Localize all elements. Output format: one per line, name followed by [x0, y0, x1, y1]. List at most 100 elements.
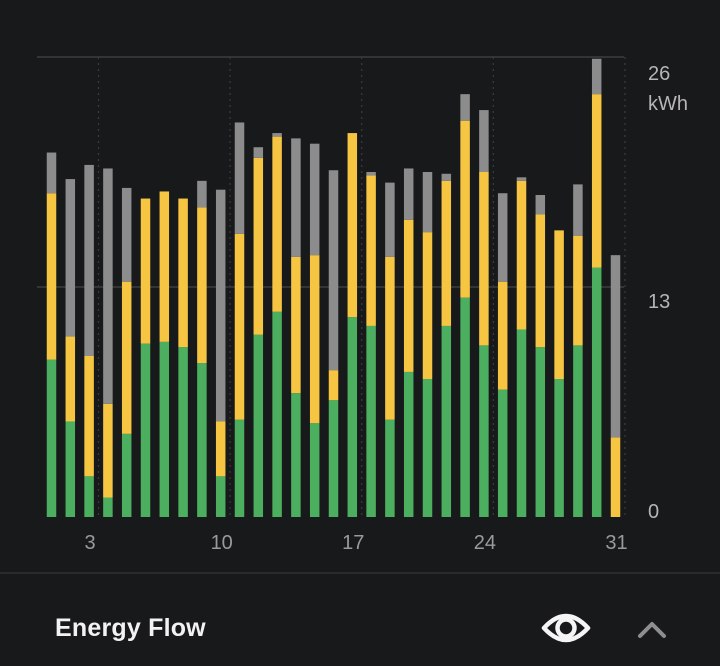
bar-segment-green [253, 334, 264, 517]
collapse-button[interactable] [630, 610, 674, 646]
bar-segment-gray [121, 187, 132, 282]
bar-segment-yellow [516, 180, 527, 330]
footer-bar: Energy Flow [0, 574, 720, 666]
bar-segment-yellow [140, 198, 151, 344]
bar-segment-gray [535, 195, 546, 215]
bar-segment-yellow [234, 233, 245, 420]
bar-segment-yellow [479, 172, 489, 346]
bar-segment-yellow [554, 230, 564, 379]
energy-chart-panel: 3 10 17 24 31 0 13 26 kWh [37, 56, 688, 554]
bar-segment-yellow [610, 437, 621, 517]
bar-segment-green [121, 433, 132, 517]
bar-segment-yellow [197, 207, 207, 364]
x-tick-label: 31 [605, 532, 627, 554]
bar-segment-gray [479, 110, 489, 172]
bar-segment-green [441, 325, 452, 517]
bar-segment-green [234, 419, 245, 517]
bar-segment-yellow [403, 219, 414, 372]
bar-segment-gray [65, 179, 76, 337]
bar-segment-gray [197, 180, 207, 208]
bar-segment-green [103, 497, 113, 517]
chevron-up-icon [638, 622, 666, 638]
bar-segment-green [46, 359, 57, 517]
bar-segment-green [159, 341, 170, 517]
bar-segment-yellow [441, 180, 452, 326]
bar-segment-green [272, 311, 282, 517]
bar-segment-yellow [103, 403, 113, 498]
bar-segment-green [65, 421, 76, 517]
bar-segment-gray [516, 177, 527, 181]
bar-segment-yellow [291, 256, 301, 394]
bar-segment-yellow [272, 136, 282, 312]
bar-segment-gray [591, 58, 602, 95]
x-tick-label: 10 [211, 532, 233, 554]
bar-segment-yellow [573, 235, 583, 346]
bar-segment-yellow [497, 281, 508, 390]
bar-segment-gray [573, 184, 583, 236]
bar-segment-green [215, 476, 226, 517]
bar-segment-green [403, 371, 414, 517]
bar-segment-gray [610, 255, 621, 438]
bar-segment-yellow [366, 175, 376, 326]
y-tick-label: 26 [648, 63, 670, 85]
bar-segment-yellow [121, 281, 132, 434]
bar-segment-green [497, 389, 508, 517]
bar-segment-gray [84, 164, 94, 356]
bar-segment-gray [403, 168, 414, 220]
bar-segment-yellow [65, 336, 76, 422]
bar-segment-green [460, 297, 470, 517]
bar-segment-yellow [159, 191, 170, 342]
bar-segment-yellow [460, 120, 470, 298]
bar-segment-green [591, 267, 602, 517]
x-tick-label: 17 [342, 532, 364, 554]
x-tick-label: 3 [85, 532, 96, 554]
bar-segment-green [140, 343, 151, 517]
bar-segment-yellow [309, 255, 320, 424]
bar-segment-green [347, 317, 358, 517]
bar-segment-yellow [215, 421, 226, 477]
eye-icon [541, 613, 591, 643]
bar-segment-gray [460, 94, 470, 121]
bar-segment-green [422, 379, 433, 517]
bar-segment-green [328, 400, 339, 517]
bar-segment-green [197, 363, 207, 517]
bar-segment-gray [309, 143, 320, 256]
bar-segment-yellow [178, 198, 188, 348]
bar-segment-green [535, 347, 546, 517]
bar-segment-yellow [46, 193, 57, 360]
bar-segment-yellow [253, 157, 264, 335]
bar-segment-gray [441, 173, 452, 181]
bar-segment-gray [366, 172, 376, 176]
x-tick-label: 24 [474, 532, 496, 554]
bar-segment-yellow [84, 356, 94, 477]
bar-segment-gray [234, 122, 245, 234]
bar-segment-green [309, 423, 320, 517]
bar-segment-green [84, 476, 94, 517]
bar-segment-yellow [328, 370, 339, 401]
bar-segment-yellow [347, 133, 358, 318]
divider [0, 572, 720, 574]
bar-segment-yellow [535, 214, 546, 348]
bar-segment-gray [272, 133, 282, 137]
y-tick-label: 13 [648, 291, 670, 313]
bar-segment-gray [46, 152, 57, 194]
bar-segment-gray [103, 168, 113, 404]
visibility-toggle-button[interactable] [538, 608, 594, 648]
bar-segment-green [291, 393, 301, 517]
bar-segment-gray [497, 193, 508, 282]
bar-segment-green [385, 419, 395, 517]
bar-segment-gray [215, 189, 226, 422]
section-title: Energy Flow [55, 614, 206, 642]
y-axis-unit: kWh [648, 93, 688, 115]
bar-segment-green [479, 345, 489, 517]
bar-segment-green [178, 347, 188, 517]
bar-segment-gray [385, 182, 395, 257]
bar-segment-green [366, 325, 376, 517]
bar-segment-gray [422, 172, 433, 233]
bar-segment-gray [253, 147, 264, 158]
bar-segment-yellow [591, 94, 602, 268]
bar-segment-green [554, 379, 564, 517]
bar-segment-yellow [422, 232, 433, 379]
bar-segment-gray [291, 138, 301, 257]
